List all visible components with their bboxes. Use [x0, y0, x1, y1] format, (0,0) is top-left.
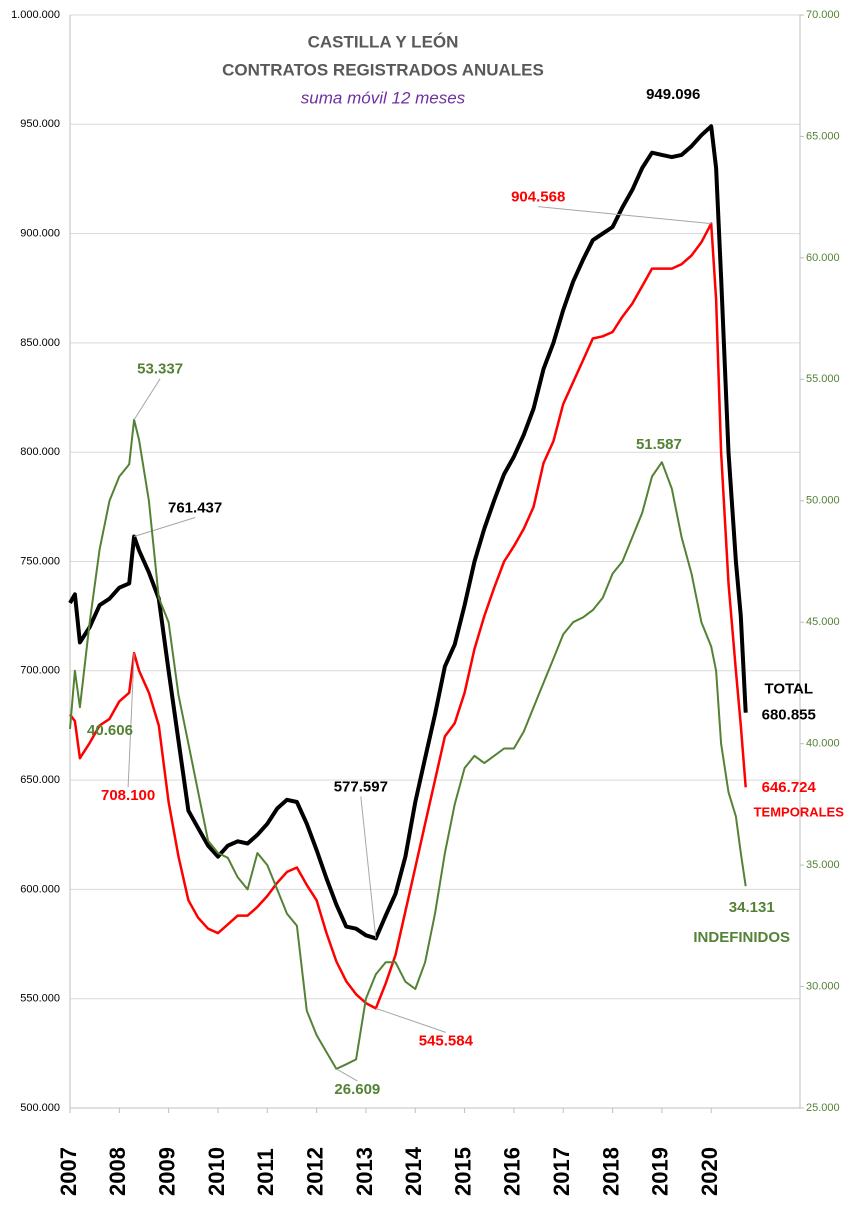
y-tick-label: 500.000 — [20, 1102, 60, 1114]
series-label: INDEFINIDOS — [693, 929, 790, 946]
x-tick-label: 2009 — [154, 1147, 179, 1196]
leader-line — [360, 796, 377, 939]
series-label: TEMPORALES — [754, 805, 845, 820]
x-tick-label: 2019 — [648, 1147, 673, 1196]
y2-tick-label: 25.000 — [806, 1102, 840, 1114]
leader-line — [127, 653, 135, 788]
chart-title: CONTRATOS REGISTRADOS ANUALES — [222, 60, 544, 79]
y2-tick-label: 35.000 — [806, 859, 840, 871]
data-label: 40.606 — [87, 722, 133, 739]
y2-tick-label: 30.000 — [806, 980, 840, 992]
y-tick-label: 900.000 — [20, 228, 60, 240]
data-label: 577.597 — [334, 778, 388, 795]
x-tick-label: 2010 — [204, 1147, 229, 1196]
y-tick-label: 950.000 — [20, 118, 60, 130]
series-line — [68, 124, 748, 941]
y-tick-label: 750.000 — [20, 555, 60, 567]
y-tick-label: 850.000 — [20, 337, 60, 349]
data-label: 949.096 — [646, 86, 700, 103]
x-tick-label: 2013 — [352, 1147, 377, 1196]
data-label: 53.337 — [137, 361, 183, 378]
leader-line — [538, 206, 712, 225]
y2-tick-label: 70.000 — [806, 9, 840, 21]
series-line — [69, 418, 747, 1070]
x-tick-label: 2020 — [697, 1147, 722, 1196]
data-label: 646.724 — [762, 779, 817, 796]
x-tick-label: 2007 — [56, 1147, 81, 1196]
y-tick-label: 700.000 — [20, 665, 60, 677]
y2-tick-label: 55.000 — [806, 373, 840, 385]
data-label: 904.568 — [511, 189, 565, 206]
y-tick-label: 550.000 — [20, 993, 60, 1005]
data-label: 761.437 — [168, 499, 222, 516]
x-tick-label: 2011 — [253, 1148, 278, 1196]
data-label: 680.855 — [762, 707, 816, 724]
series-line — [68, 222, 747, 1010]
x-tick-label: 2017 — [549, 1147, 574, 1196]
x-tick-label: 2016 — [500, 1147, 525, 1196]
data-label: 26.609 — [334, 1081, 380, 1098]
series-label: TOTAL — [764, 681, 813, 698]
leader-line — [133, 517, 196, 537]
chart-subtitle: suma móvil 12 meses — [301, 88, 466, 107]
chart-title: CASTILLA Y LEÓN — [308, 32, 459, 51]
x-tick-label: 2014 — [401, 1146, 426, 1196]
y2-tick-label: 60.000 — [806, 252, 840, 264]
y2-tick-label: 40.000 — [806, 738, 840, 750]
x-tick-label: 2018 — [598, 1147, 623, 1196]
y-tick-label: 650.000 — [20, 774, 60, 786]
data-label: 545.584 — [419, 1032, 474, 1049]
y-tick-label: 800.000 — [20, 446, 60, 458]
y-tick-label: 1.000.000 — [11, 9, 60, 21]
y2-tick-label: 65.000 — [806, 130, 840, 142]
data-label: 34.131 — [729, 899, 775, 916]
x-tick-label: 2012 — [302, 1147, 327, 1196]
data-label: 51.587 — [636, 436, 682, 453]
leader-line — [375, 1007, 446, 1033]
y-tick-label: 600.000 — [20, 883, 60, 895]
x-tick-label: 2008 — [105, 1147, 130, 1196]
data-label: 708.100 — [101, 787, 155, 804]
leader-line — [336, 1068, 358, 1082]
leader-line — [133, 378, 161, 420]
y2-tick-label: 45.000 — [806, 616, 840, 628]
y2-tick-label: 50.000 — [806, 495, 840, 507]
x-tick-label: 2015 — [450, 1147, 475, 1196]
